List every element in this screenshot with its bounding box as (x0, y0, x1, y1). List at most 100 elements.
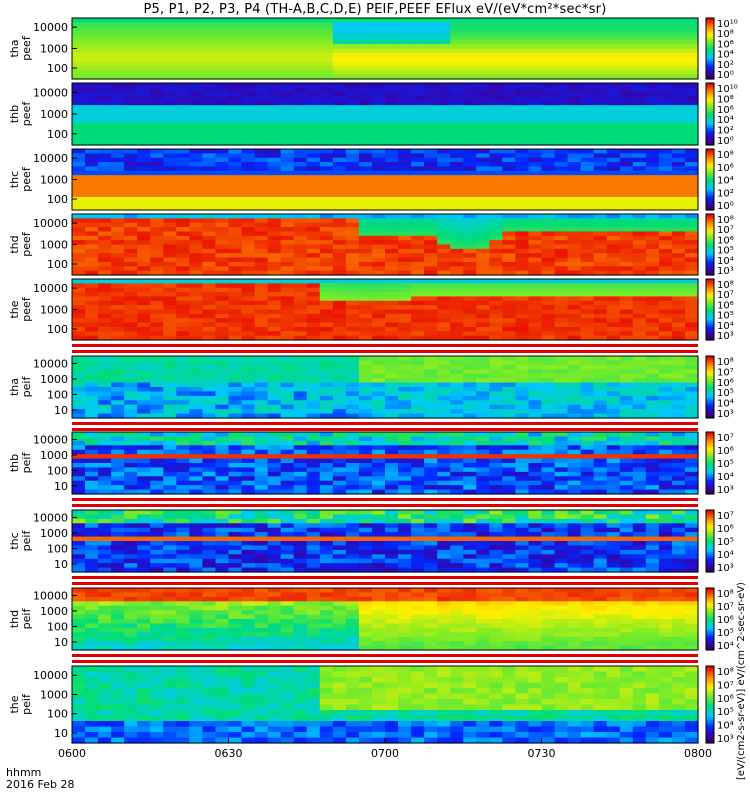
heatmap-cell (567, 214, 582, 219)
heatmap-cell (267, 205, 282, 211)
heatmap-cell (137, 205, 151, 211)
heatmap-cell (632, 322, 647, 328)
heatmap-cell (98, 48, 112, 54)
heatmap-cell (398, 283, 412, 289)
heatmap-cell (72, 122, 86, 128)
heatmap-cell (267, 400, 282, 406)
heatmap-cell (554, 196, 569, 202)
heatmap-cell (476, 387, 490, 393)
heatmap-cell (515, 18, 530, 23)
heatmap-cell (645, 22, 660, 28)
heatmap-cell (580, 313, 595, 319)
heatmap-cell (580, 61, 595, 67)
heatmap-cell (424, 467, 438, 473)
heatmap-cell (606, 292, 621, 298)
heatmap-cell (606, 31, 621, 37)
heatmap-cell (398, 183, 412, 189)
heatmap-cell (111, 131, 125, 137)
heatmap-cell (593, 382, 608, 388)
heatmap-cell (228, 467, 243, 473)
heatmap-cell (241, 287, 256, 293)
heatmap-cell (684, 214, 699, 219)
heatmap-cell (371, 463, 386, 469)
heatmap-cell (463, 39, 477, 45)
separator-stripe (72, 344, 698, 347)
heatmap-cell (437, 65, 451, 71)
heatmap-cell (437, 52, 451, 58)
heatmap-cell (567, 378, 582, 384)
heatmap-cell (306, 136, 321, 142)
heatmap-cell (411, 270, 425, 276)
heatmap-cell (463, 153, 477, 159)
heatmap-cell (293, 218, 308, 224)
heatmap-cell (645, 244, 660, 250)
heatmap-cell (72, 140, 86, 146)
heatmap-cell (476, 244, 490, 250)
heatmap-cell (202, 48, 217, 54)
heatmap-cell (85, 235, 99, 241)
heatmap-cell (437, 166, 451, 172)
heatmap-cell (398, 471, 412, 477)
heatmap-cell (450, 205, 464, 211)
heatmap-cell (619, 369, 634, 375)
heatmap-cell (358, 175, 373, 181)
heatmap-cell (502, 26, 517, 32)
heatmap-cell (424, 489, 438, 495)
heatmap-cell (189, 83, 204, 89)
heatmap-cell (241, 292, 256, 298)
heatmap-cell (476, 166, 490, 172)
heatmap-cell (515, 378, 530, 384)
heatmap-cell (358, 39, 373, 45)
heatmap-cell (163, 201, 177, 207)
heatmap-cell (567, 287, 582, 293)
heatmap-cell (85, 296, 99, 302)
heatmap-cell (619, 300, 634, 306)
colorbar-swatch (706, 218, 714, 221)
heatmap-cell (150, 214, 164, 219)
heatmap-cell (385, 270, 399, 276)
heatmap-cell (385, 201, 399, 207)
heatmap-cell (176, 322, 190, 328)
heatmap-cell (463, 74, 477, 80)
heatmap-cell (241, 279, 256, 284)
heatmap-cell (189, 244, 204, 250)
heatmap-cell (332, 270, 347, 276)
heatmap-cell (645, 218, 660, 224)
heatmap-cell (137, 83, 151, 89)
heatmap-cell (658, 35, 673, 41)
heatmap-cell (606, 409, 621, 415)
heatmap-cell (450, 292, 464, 298)
heatmap-cell (280, 44, 295, 50)
heatmap-cell (606, 18, 621, 23)
heatmap-cell (124, 248, 138, 254)
heatmap-cell (137, 22, 151, 28)
separator-stripe (72, 350, 698, 353)
heatmap-cell (85, 44, 99, 50)
heatmap-cell (98, 436, 112, 442)
colorbar-swatch (706, 247, 714, 250)
separator-stripe (72, 428, 698, 431)
heatmap-cell (124, 331, 138, 337)
heatmap-cell (85, 471, 99, 477)
heatmap-cell (267, 326, 282, 332)
heatmap-cell (72, 391, 86, 397)
heatmap-cell (671, 296, 686, 302)
heatmap-cell (411, 231, 425, 237)
heatmap-cell (554, 326, 569, 332)
heatmap-cell (150, 179, 164, 185)
heatmap-cell (489, 395, 503, 401)
heatmap-cell (541, 162, 556, 168)
heatmap-cell (567, 227, 582, 233)
heatmap-cell (332, 162, 347, 168)
heatmap-cell (189, 114, 204, 120)
heatmap-cell (293, 188, 308, 194)
heatmap-cell (645, 404, 660, 410)
heatmap-cell (606, 65, 621, 71)
heatmap-cell (619, 283, 634, 289)
heatmap-cell (385, 454, 399, 460)
heatmap-cell (124, 222, 138, 228)
heatmap-cell (358, 179, 373, 185)
heatmap-cell (345, 26, 360, 32)
heatmap-cell (202, 26, 217, 32)
heatmap-cell (541, 287, 556, 293)
